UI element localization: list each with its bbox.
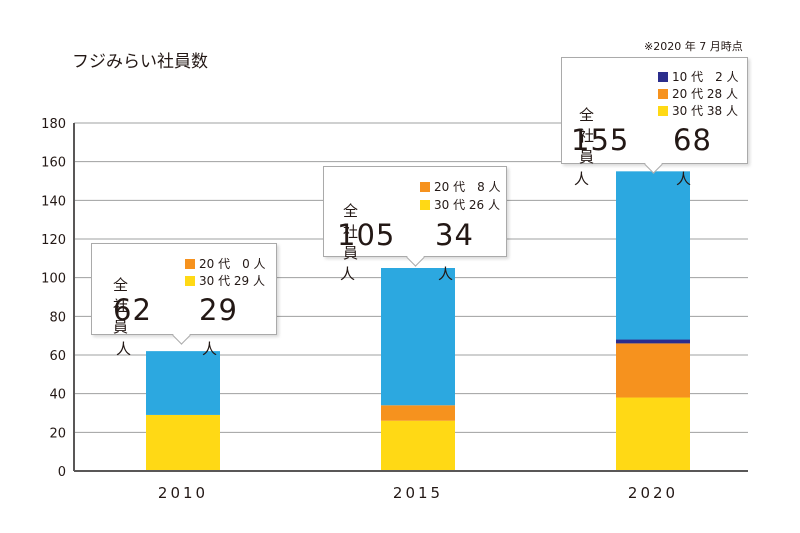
x-tick-label: 2015 xyxy=(393,484,443,502)
legend-row-twenties: 20 代 28 人 xyxy=(658,85,738,102)
y-tick-label: 20 xyxy=(49,426,66,441)
young-unit: 人 xyxy=(676,170,693,188)
legend-text: 20 代 8 人 xyxy=(434,180,501,194)
legend-swatch xyxy=(420,181,430,192)
legend-row-thirties: 30 代 38 人 xyxy=(658,102,738,119)
bar-2010-other xyxy=(146,351,220,415)
y-tick-label: 80 xyxy=(49,310,66,325)
legend-swatch xyxy=(185,275,195,286)
young-value: 68 xyxy=(673,123,712,157)
legend-text: 30 代 26 人 xyxy=(434,198,500,212)
y-tick-label: 100 xyxy=(41,272,66,287)
bar-2015-thirties xyxy=(381,420,455,471)
legend-text: 20 代 28 人 xyxy=(672,87,738,101)
legend-swatch xyxy=(185,258,195,269)
bar-2020-twenties xyxy=(616,343,690,398)
young-count: 34 人 xyxy=(435,218,474,286)
total-unit: 人 xyxy=(116,340,133,358)
total-value: 155 xyxy=(571,123,630,157)
legend-swatch xyxy=(658,71,668,82)
legend-swatch xyxy=(658,105,668,116)
bar-2020-thirties xyxy=(616,397,690,471)
y-tick-label: 140 xyxy=(41,194,66,209)
legend-row-thirties: 30 代 26 人 xyxy=(420,196,500,213)
bar-2020-other xyxy=(616,171,690,340)
young-unit: 人 xyxy=(438,265,455,283)
young-value: 34 xyxy=(435,218,474,252)
bar-2020-teens xyxy=(616,339,690,344)
y-tick-label: 180 xyxy=(41,117,66,132)
legend-row-twenties: 20 代 8 人 xyxy=(420,178,501,195)
legend-swatch xyxy=(658,88,668,99)
x-tick-label: 2010 xyxy=(158,484,208,502)
bar-2015-twenties xyxy=(381,405,455,421)
young-unit: 人 xyxy=(202,340,219,358)
total-value: 62 xyxy=(113,293,152,327)
legend-text: 30 代 29 人 xyxy=(199,274,265,288)
legend-text: 30 代 38 人 xyxy=(672,104,738,118)
date-note: ※2020 年 7 月時点 xyxy=(644,40,743,53)
legend-row-thirties: 30 代 29 人 xyxy=(185,272,265,289)
legend-row-twenties: 20 代 0 人 xyxy=(185,255,266,272)
callout-box xyxy=(561,57,748,164)
y-tick-label: 160 xyxy=(41,156,66,171)
bar-2010-thirties xyxy=(146,414,220,471)
x-tick-label: 2020 xyxy=(628,484,678,502)
young-count: 68 人 xyxy=(673,123,712,191)
legend-swatch xyxy=(420,199,430,210)
bar-2015-other xyxy=(381,268,455,406)
legend-row-teens: 10 代 2 人 xyxy=(658,68,739,85)
total-value: 105 xyxy=(337,218,396,252)
total-unit: 人 xyxy=(574,170,591,188)
callout-box xyxy=(91,243,277,335)
y-tick-label: 0 xyxy=(58,465,66,480)
total-label: 全社員 xyxy=(113,276,129,336)
young-count: 29 人 xyxy=(199,293,238,361)
y-tick-label: 60 xyxy=(49,349,66,364)
legend-text: 10 代 2 人 xyxy=(672,70,739,84)
legend-text: 20 代 0 人 xyxy=(199,257,266,271)
young-value: 29 xyxy=(199,293,238,327)
total-count: 62 人 xyxy=(113,293,152,361)
total-label: 全社員 xyxy=(579,106,595,166)
total-count: 105 人 xyxy=(337,218,395,286)
total-count: 155 人 xyxy=(571,123,629,191)
total-label: 全社員 xyxy=(343,202,359,262)
total-unit: 人 xyxy=(340,265,357,283)
y-tick-label: 120 xyxy=(41,233,66,248)
y-tick-label: 40 xyxy=(49,388,66,403)
chart-title: フジみらい社員数 xyxy=(72,52,208,72)
